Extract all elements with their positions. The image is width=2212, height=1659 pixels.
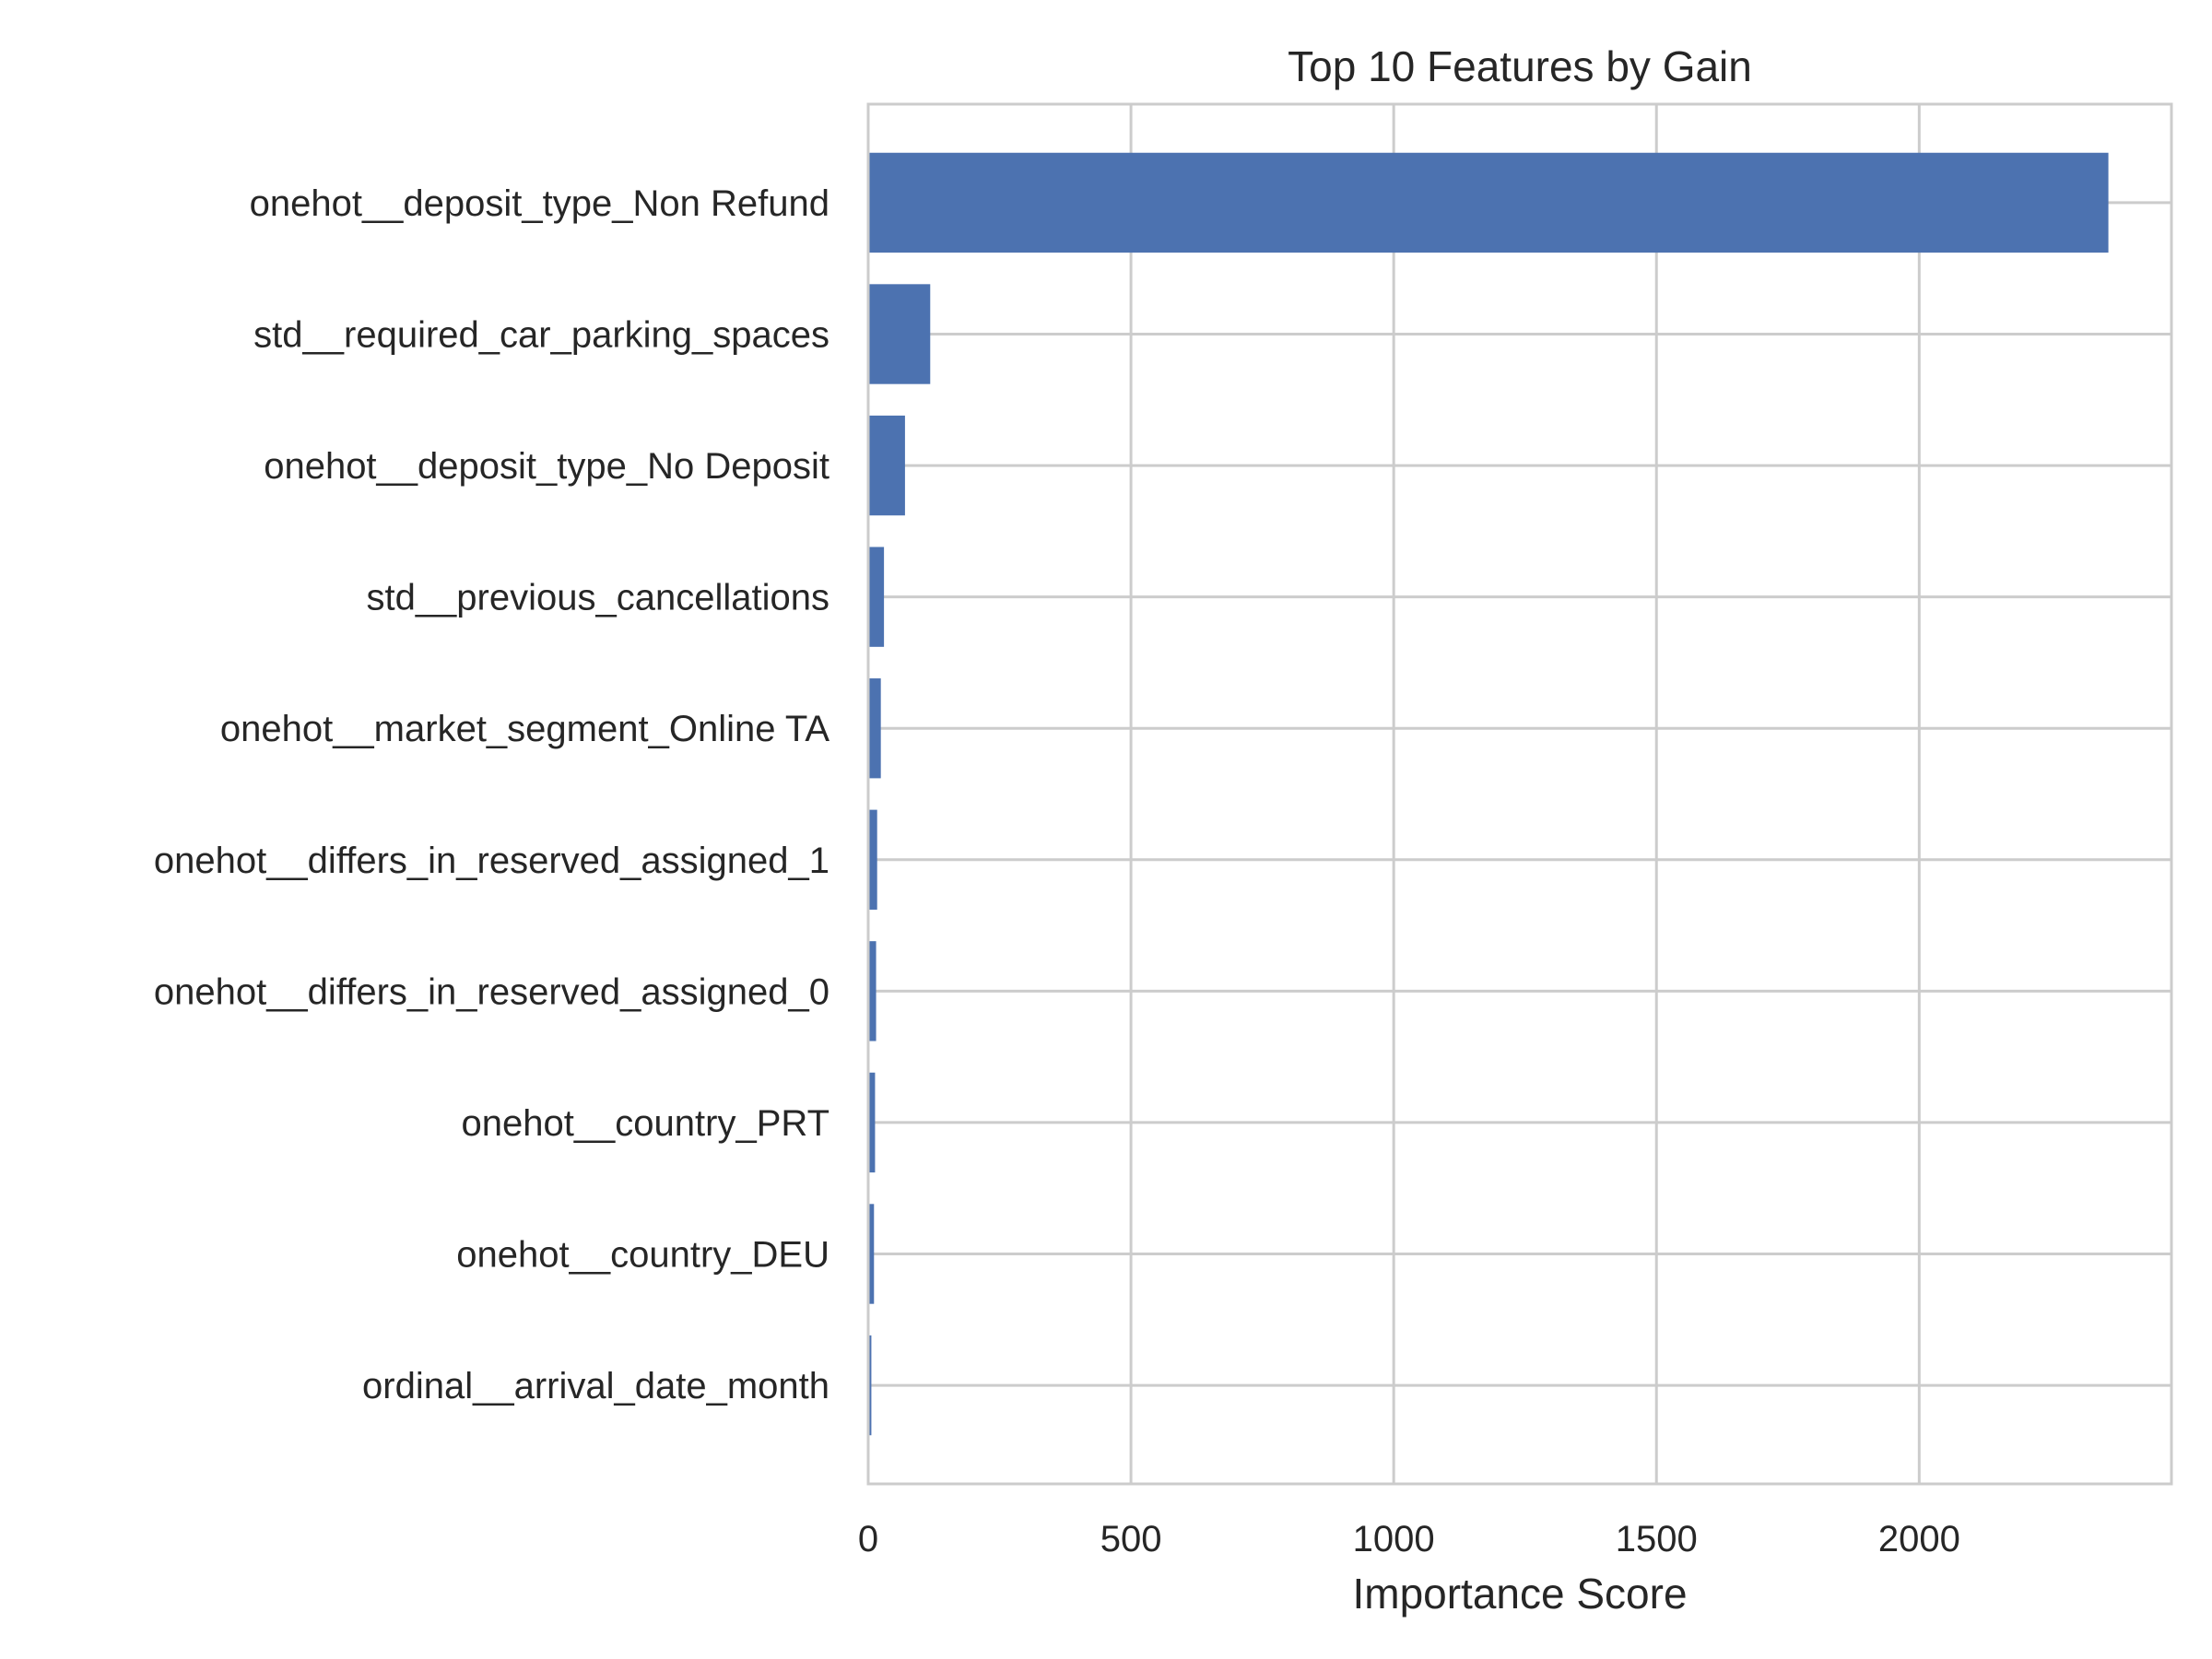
bar-9	[868, 1204, 875, 1304]
bar-7	[868, 941, 877, 1041]
bar-3	[868, 415, 905, 516]
y-tick-labels: onehot__deposit_type_Non Refund std__requ…	[154, 183, 830, 1406]
y-tick-label: onehot__differs_in_reserved_assigned_0	[154, 971, 830, 1012]
x-tick-label: 500	[1100, 1519, 1162, 1559]
y-tick-label: onehot__market_segment_Online TA	[220, 709, 830, 749]
bar-1	[868, 152, 2109, 253]
plot-frame	[866, 102, 2173, 1486]
grid-lines	[866, 104, 2171, 1484]
chart-title: Top 10 Features by Gain	[1288, 42, 1752, 90]
x-tick-labels: 0 500 1000 1500 2000	[858, 1519, 1960, 1559]
y-tick-label: onehot__deposit_type_No Deposit	[264, 446, 830, 487]
bar-2	[868, 284, 931, 384]
x-tick-label: 2000	[1878, 1519, 1960, 1559]
x-tick-label: 1500	[1616, 1519, 1698, 1559]
x-tick-label: 0	[858, 1519, 878, 1559]
y-tick-label: onehot__deposit_type_Non Refund	[250, 183, 830, 224]
y-tick-label: std__required_car_parking_spaces	[253, 315, 830, 356]
bar-5	[868, 678, 881, 779]
bar-4	[868, 547, 885, 647]
y-tick-label: onehot__differs_in_reserved_assigned_1	[154, 841, 830, 881]
y-tick-label: std__previous_cancellations	[366, 578, 830, 618]
bar-8	[868, 1072, 876, 1173]
y-tick-label: onehot__country_PRT	[461, 1103, 830, 1144]
x-axis-title: Importance Score	[1352, 1570, 1687, 1618]
x-tick-label: 1000	[1353, 1519, 1435, 1559]
bar-6	[868, 809, 877, 910]
y-tick-label: ordinal__arrival_date_month	[362, 1366, 830, 1406]
bars	[868, 152, 2109, 1436]
bar-10	[868, 1335, 872, 1436]
y-tick-label: onehot__country_DEU	[456, 1235, 830, 1276]
